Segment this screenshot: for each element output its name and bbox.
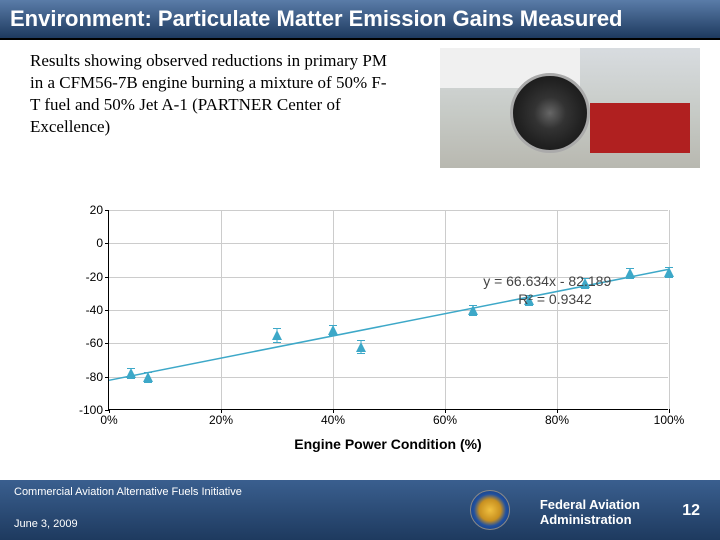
data-point xyxy=(126,368,136,378)
ytick-label: -80 xyxy=(86,370,109,384)
page-number: 12 xyxy=(682,502,700,520)
body-text: Results showing observed reductions in p… xyxy=(0,40,420,138)
ytick-label: 20 xyxy=(90,203,109,217)
data-point xyxy=(143,372,153,382)
aircraft-photo xyxy=(440,48,700,168)
ytick-label: -20 xyxy=(86,270,109,284)
data-point xyxy=(664,267,674,277)
xtick-label: 20% xyxy=(209,409,233,427)
footer-bar: Commercial Aviation Alternative Fuels In… xyxy=(0,480,720,540)
footer-org: Federal AviationAdministration xyxy=(540,498,640,528)
data-point xyxy=(468,305,478,315)
footer-program: Commercial Aviation Alternative Fuels In… xyxy=(14,486,242,498)
x-axis-label: Engine Power Condition (%) xyxy=(108,436,668,452)
scatter-chart: Percent change in EIn wrtbaseline JET A1… xyxy=(8,190,718,470)
slide-title: Environment: Particulate Matter Emission… xyxy=(0,0,720,40)
data-point xyxy=(272,330,282,340)
ytick-label: -60 xyxy=(86,336,109,350)
data-point xyxy=(356,342,366,352)
data-point xyxy=(625,268,635,278)
trendline-equation: y = 66.634x - 82.189 xyxy=(483,273,611,289)
r-squared: R² = 0.9342 xyxy=(518,291,592,307)
xtick-label: 80% xyxy=(545,409,569,427)
ytick-label: 0 xyxy=(96,236,109,250)
ytick-label: -40 xyxy=(86,303,109,317)
xtick-label: 60% xyxy=(433,409,457,427)
plot-area: -100-80-60-40-200200%20%40%60%80%100%y =… xyxy=(108,210,668,410)
xtick-label: 40% xyxy=(321,409,345,427)
xtick-label: 0% xyxy=(100,409,117,427)
data-point xyxy=(328,325,338,335)
xtick-label: 100% xyxy=(654,409,685,427)
footer-date: June 3, 2009 xyxy=(14,518,78,530)
faa-seal-icon xyxy=(470,490,510,530)
